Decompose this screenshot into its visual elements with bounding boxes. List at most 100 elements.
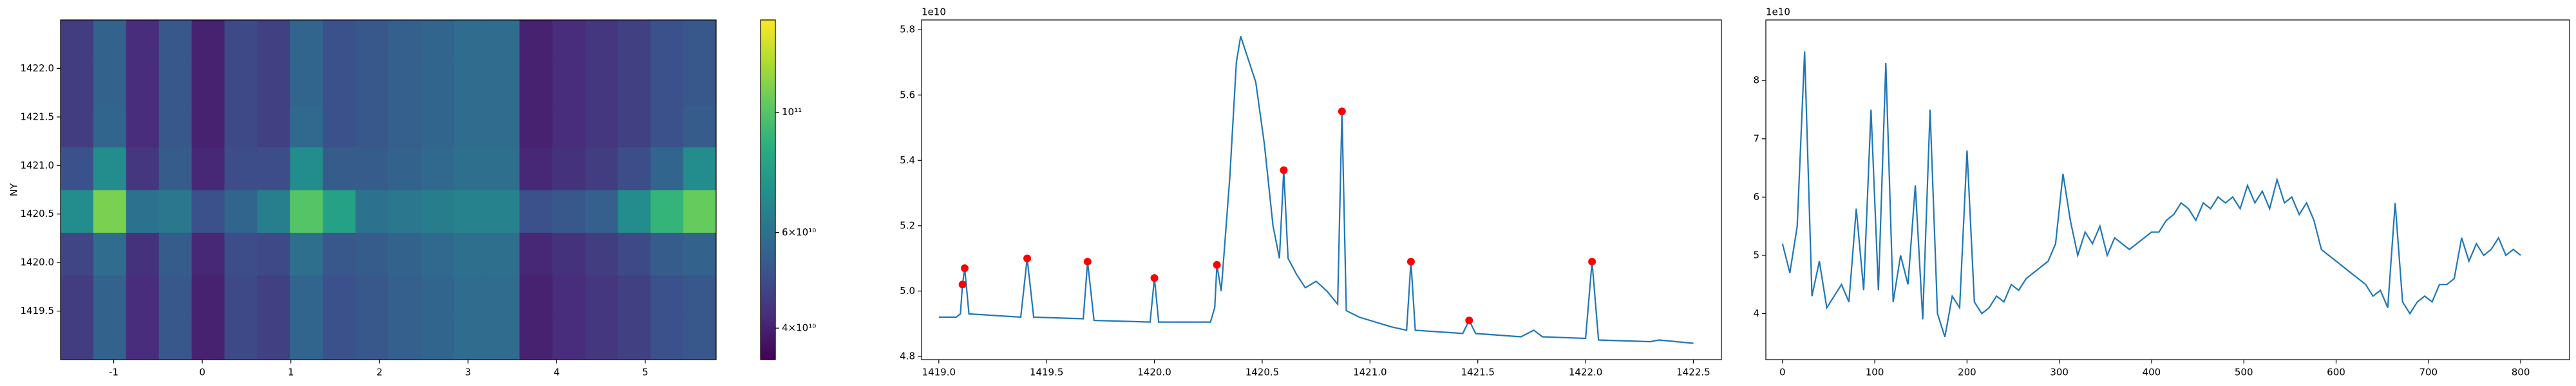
heatmap-cell — [323, 274, 356, 318]
heatmap-cell — [519, 147, 553, 190]
heatmap-cell — [486, 190, 520, 233]
x-tick-label: 200 — [1958, 367, 1976, 378]
heatmap-cell — [257, 147, 290, 190]
heatmap-cell — [585, 62, 618, 106]
heatmap-cell — [158, 147, 193, 190]
heatmap-cell — [158, 190, 193, 233]
y-offset-label: 1e10 — [1766, 6, 1790, 18]
heatmap-cell — [519, 104, 553, 148]
heatmap-cell — [453, 274, 488, 318]
heatmap-cell — [618, 20, 651, 63]
heatmap-cell — [224, 62, 258, 106]
heatmap-cell — [683, 317, 716, 360]
heatmap-cell — [486, 232, 520, 276]
heatmap-cell — [618, 147, 651, 190]
heatmap-cell — [486, 104, 520, 148]
x-tick-label: 1419.0 — [922, 367, 956, 378]
heatmap-cell — [585, 274, 618, 318]
heatmap-cell — [618, 62, 651, 106]
heatmap-cell — [158, 104, 193, 148]
heatmap-cell — [290, 104, 323, 148]
peak-marker — [960, 264, 969, 272]
x-tick-label: 0 — [1779, 367, 1786, 378]
heatmap-cell — [257, 62, 290, 106]
y-tick-label: 1419.5 — [21, 305, 55, 317]
heatmap-cell — [93, 190, 127, 233]
line — [1781, 51, 2521, 338]
heatmap-cell — [158, 274, 193, 318]
peak-marker — [1465, 317, 1473, 325]
heatmap-cell — [453, 62, 488, 106]
heatmap-cell — [323, 232, 356, 276]
peak-marker — [1406, 257, 1415, 266]
heatmap-cell — [585, 232, 618, 276]
heatmap-cell — [388, 147, 422, 190]
axes-frame — [1765, 19, 2570, 360]
heatmap-cell — [519, 317, 553, 360]
heatmap-cell — [552, 190, 585, 233]
heatmap-cell — [126, 62, 160, 106]
heatmap-cell — [519, 274, 553, 318]
heatmap-cell — [650, 232, 684, 276]
heatmap-cell — [388, 190, 422, 233]
x-tick-label: 0 — [199, 367, 205, 378]
heatmap-cell — [93, 104, 127, 148]
heatmap-cell — [519, 232, 553, 276]
heatmap-cell — [126, 317, 160, 360]
y-tick-label: 1421.5 — [21, 111, 55, 122]
heatmap-cell — [388, 20, 422, 63]
heatmap-cell — [158, 20, 193, 63]
heatmap-cell — [93, 20, 127, 63]
heatmap-cell — [421, 232, 455, 276]
heatmap-cell — [388, 317, 422, 360]
heatmap-cell — [257, 317, 290, 360]
peak-marker — [1338, 107, 1346, 116]
x-tick-label: 1422.5 — [1676, 367, 1710, 378]
heatmap-cell — [355, 190, 389, 233]
heatmap-cell — [323, 147, 356, 190]
x-tick-label: 500 — [2235, 367, 2253, 378]
heatmap-cell — [355, 274, 389, 318]
heatmap-cell — [158, 232, 193, 276]
x-tick-label: 1421.5 — [1461, 367, 1495, 378]
colorbar-tick-label: 6×10¹⁰ — [782, 226, 816, 238]
colorbar — [761, 20, 775, 360]
heatmap-cell — [126, 147, 160, 190]
heatmap-cell — [650, 147, 684, 190]
heatmap-cell — [191, 232, 225, 276]
heatmap-cell — [224, 317, 258, 360]
heatmap-cell — [61, 20, 94, 63]
heatmap-cell — [191, 62, 225, 106]
heatmap-cell — [618, 317, 651, 360]
heatmap-cell — [191, 147, 225, 190]
heatmap-cell — [618, 104, 651, 148]
y-tick-label: 5.2 — [900, 219, 915, 231]
x-tick-label: 4 — [554, 367, 560, 378]
x-tick-label: 2 — [376, 367, 383, 378]
heatmap-cell — [650, 317, 684, 360]
y-tick-label: 1420.0 — [21, 257, 55, 268]
peak-marker — [1083, 257, 1092, 266]
heatmap-cell — [585, 104, 618, 148]
heatmap-cell — [224, 20, 258, 63]
y-tick-label: 6 — [1753, 191, 1759, 203]
colorbar-frame — [760, 19, 776, 360]
heatmap-cell — [486, 20, 520, 63]
y-tick-label: 5.4 — [900, 154, 915, 166]
axes-frame — [921, 19, 1722, 360]
x-tick-label: 800 — [2512, 367, 2530, 378]
heatmap-cell — [585, 317, 618, 360]
heatmap-cell — [683, 274, 716, 318]
heatmap-cell — [486, 274, 520, 318]
heatmap-cell — [552, 317, 585, 360]
x-tick-label: 700 — [2419, 367, 2438, 378]
heatmap-cell — [355, 104, 389, 148]
heatmap-cell — [453, 317, 488, 360]
heatmap-cell — [191, 20, 225, 63]
heatmap-cell — [355, 62, 389, 106]
x-tick-label: 1420.5 — [1245, 367, 1280, 378]
y-axis-label: NY — [8, 183, 20, 196]
heatmap-cell — [453, 190, 488, 233]
heatmap-cell — [650, 20, 684, 63]
heatmap-cell — [486, 62, 520, 106]
